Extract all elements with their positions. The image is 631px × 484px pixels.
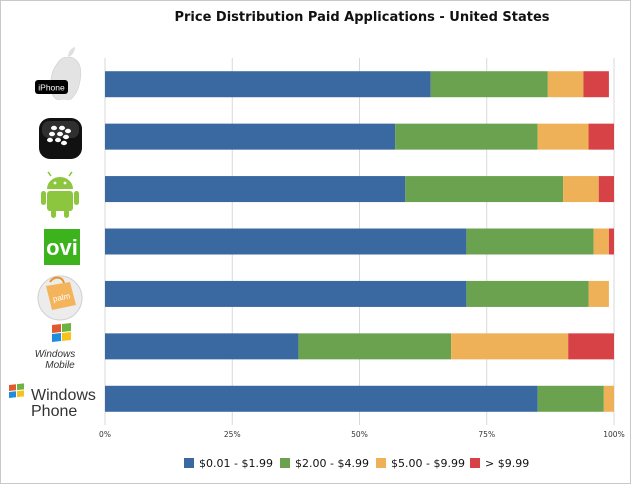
ovi-logo: ovi: [44, 229, 80, 265]
legend-item: > $9.99: [470, 457, 529, 470]
iphone-label-box: [35, 80, 68, 94]
legend-swatch: [376, 458, 386, 468]
legend-item: $2.00 - $4.99: [280, 457, 369, 470]
x-tick-label: 50%: [351, 430, 368, 439]
bar-ovi-series-3: [608, 228, 614, 255]
android-robot-icon: [41, 171, 79, 218]
legend: $0.01 - $1.99 $2.00 - $4.99 $5.00 - $9.99 >…: [184, 457, 529, 470]
bar-windows-mobile-series-3: [568, 333, 614, 360]
bar-windows-phone-series-2: [603, 385, 614, 412]
bar-android-series-3: [598, 176, 614, 203]
palm-logo-icon: [37, 275, 83, 321]
bar-ovi-series-1: [466, 228, 594, 255]
bar-windows-mobile-series-0: [105, 333, 299, 360]
legend-swatch: [280, 458, 290, 468]
windows-phone-logo: Windows Phone: [9, 383, 96, 420]
bar-windows-phone-series-1: [537, 385, 604, 412]
windows-flag-icon: [52, 323, 71, 342]
legend-label: > $9.99: [485, 457, 529, 470]
chart-title: Price Distribution Paid Applications - U…: [174, 10, 549, 25]
ovi-logo-icon: [44, 229, 80, 265]
bar-windows-mobile-series-2: [451, 333, 569, 360]
palm-logo: palm: [37, 275, 83, 321]
legend-label: $2.00 - $4.99: [295, 457, 369, 470]
iphone-label: iPhone: [38, 83, 65, 93]
bar-iphone-series-0: [105, 71, 431, 98]
bar-palm-series-2: [588, 280, 609, 307]
windows-mobile-logo: Windows Mobile: [35, 323, 75, 371]
legend-swatch: [470, 458, 480, 468]
bar-windows-mobile-series-1: [298, 333, 452, 360]
legend-label: $0.01 - $1.99: [199, 457, 273, 470]
blackberry-logo-icon: [39, 118, 82, 159]
x-tick-label: 0%: [99, 430, 111, 439]
windows-mobile-label-line1: Windows: [35, 349, 75, 360]
bar-ovi-series-2: [593, 228, 609, 255]
legend-item: $0.01 - $1.99: [184, 457, 273, 470]
legend-label: $5.00 - $9.99: [391, 457, 465, 470]
bar-blackberry-series-3: [588, 123, 614, 150]
bar-palm-series-1: [466, 280, 589, 307]
ovi-label: ovi: [46, 235, 78, 260]
legend-swatch: [184, 458, 194, 468]
bar-iphone-series-3: [583, 71, 609, 98]
x-tick-label: 25%: [224, 430, 241, 439]
bars: [105, 71, 614, 412]
bar-blackberry-series-2: [537, 123, 589, 150]
windows-phone-label-line1: Windows: [31, 387, 96, 404]
bar-iphone-series-1: [430, 71, 548, 98]
iphone-logo: iPhone: [35, 47, 82, 100]
palm-label: palm: [52, 291, 71, 303]
bar-android-series-0: [105, 176, 406, 203]
bar-android-series-1: [405, 176, 564, 203]
x-axis-ticks: 0% 25% 50% 75% 100%: [99, 430, 625, 439]
x-tick-label: 100%: [603, 430, 624, 439]
windows-flag-icon: [9, 383, 24, 398]
bar-windows-phone-series-0: [105, 385, 538, 412]
bar-android-series-2: [563, 176, 599, 203]
x-tick-label: 75%: [478, 430, 495, 439]
windows-mobile-label-line2: Mobile: [45, 360, 75, 371]
bar-palm-series-0: [105, 280, 467, 307]
legend-item: $5.00 - $9.99: [376, 457, 465, 470]
bar-blackberry-series-1: [395, 123, 538, 150]
bar-iphone-series-2: [547, 71, 584, 98]
bar-blackberry-series-0: [105, 123, 396, 150]
bar-ovi-series-0: [105, 228, 467, 255]
windows-phone-label-line2: Phone: [31, 403, 77, 420]
